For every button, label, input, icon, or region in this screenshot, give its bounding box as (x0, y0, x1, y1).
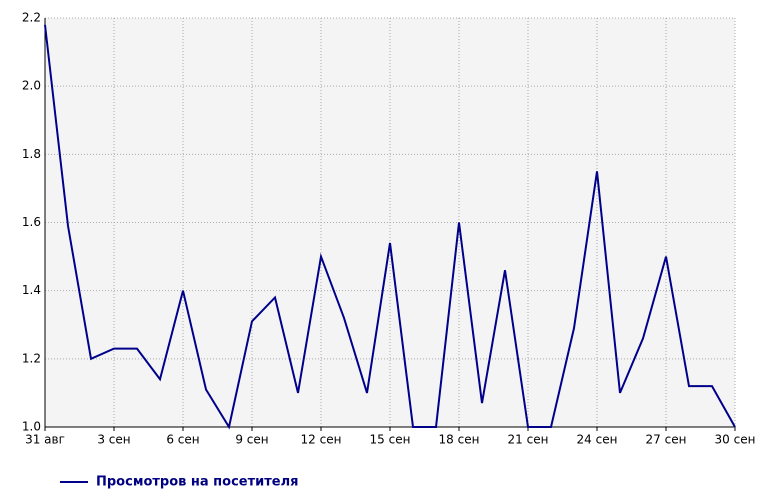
x-tick-label: 18 сен (439, 433, 480, 447)
y-tick-label: 1.6 (22, 215, 41, 229)
y-tick-label: 1.4 (22, 283, 41, 297)
y-tick-label: 1.2 (22, 351, 41, 365)
x-tick-label: 15 сен (370, 433, 411, 447)
y-tick-label: 2.2 (22, 11, 41, 25)
x-tick-label: 12 сен (301, 433, 342, 447)
data-line (44, 24, 736, 430)
x-tick-label: 30 сен (715, 433, 756, 447)
x-tick-label: 27 сен (646, 433, 687, 447)
legend-label: Просмотров на посетителя (96, 475, 298, 490)
x-tick-label: 24 сен (577, 433, 618, 447)
x-tick-label: 3 сен (97, 433, 130, 447)
y-tick-label: 2.0 (22, 79, 41, 93)
x-tick-label: 6 сен (166, 433, 199, 447)
x-tick-label: 21 сен (508, 433, 549, 447)
x-tick-label: 31 авг (25, 433, 65, 447)
y-tick-label: 1.8 (22, 147, 41, 161)
y-tick-label: 1.0 (22, 420, 41, 434)
x-tick-label: 9 сен (235, 433, 268, 447)
